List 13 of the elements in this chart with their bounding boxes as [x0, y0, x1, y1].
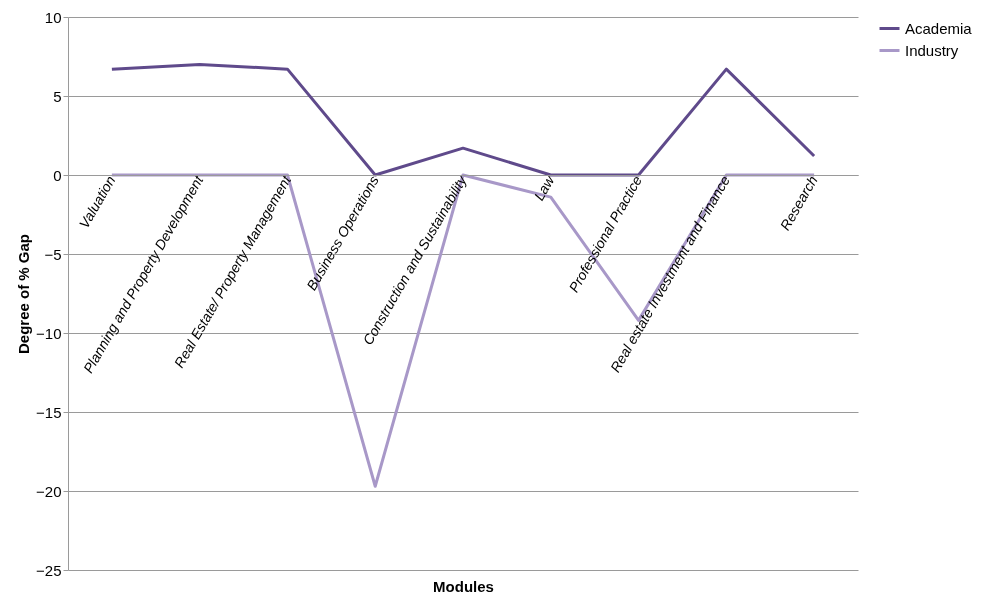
y-tick-label: 5	[53, 87, 62, 105]
x-axis-title: Modules	[433, 577, 494, 595]
y-tick-label: −20	[36, 482, 62, 500]
legend-label: Industry	[905, 41, 959, 59]
y-tick-label: 10	[44, 8, 62, 26]
y-tick-label: 0	[53, 166, 62, 184]
y-tick-label: −15	[36, 403, 62, 421]
line-series	[110, 62, 816, 177]
y-tick-label: −5	[44, 245, 62, 263]
legend-label: Academia	[905, 19, 973, 37]
y-tick-label: −10	[36, 324, 62, 342]
y-tick-label: −25	[36, 561, 62, 579]
y-axis-title: Degree of % Gap	[15, 233, 33, 355]
